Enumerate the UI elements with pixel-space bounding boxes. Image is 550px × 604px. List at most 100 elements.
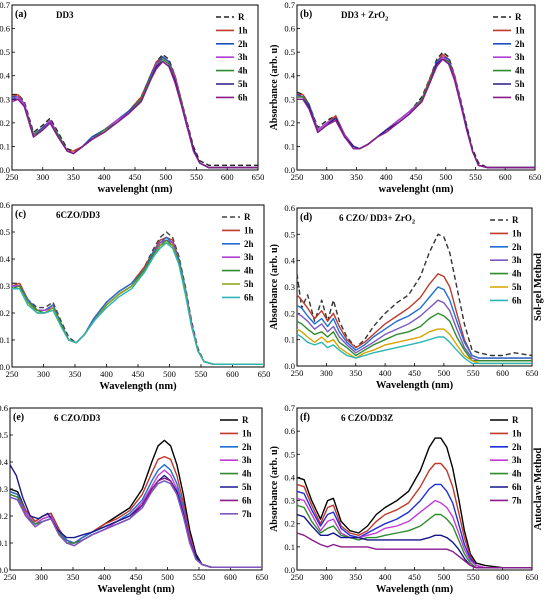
x-tick-label: 650 [529, 172, 542, 182]
legend-label: 2h [242, 442, 252, 452]
series-line-4h [296, 504, 532, 569]
x-tick-label: 250 [6, 172, 19, 182]
x-tick-label: 650 [526, 572, 539, 582]
y-tick-label: 0.1 [284, 141, 295, 151]
y-tick-label: 0.3 [0, 94, 10, 104]
series-line-2h [12, 56, 258, 169]
plot-frame [9, 407, 263, 571]
x-tick-label: 600 [224, 572, 237, 582]
panel-label: (a) [15, 9, 27, 20]
legend-label: 2h [244, 239, 254, 249]
x-tick-label: 400 [98, 172, 111, 182]
x-tick-label: 600 [499, 172, 512, 182]
y-tick-label: 0.1 [284, 335, 295, 345]
series-line-1h [11, 56, 258, 169]
plot-frame [11, 204, 265, 368]
x-tick-label: 450 [132, 369, 145, 379]
series-line-7h [9, 480, 262, 568]
y-tick-label: 0.3 [284, 496, 295, 506]
y-tick-label: 0.6 [284, 24, 295, 34]
legend-label: R [238, 12, 245, 22]
legend-label: 7h [242, 509, 252, 519]
legend-label: 1h [242, 428, 252, 438]
panel-label: (b) [300, 9, 312, 20]
series-line-2h [9, 464, 262, 568]
y-tick-label: 0.4 [0, 254, 11, 264]
legend-label: 4h [512, 469, 522, 479]
y-tick-label: 0.3 [0, 484, 8, 494]
x-axis-label: wavelenght (nm) [98, 184, 173, 195]
panel-title: 6 CZO/DD3 [54, 413, 101, 423]
series-line-6h [12, 242, 264, 365]
x-tick-label: 600 [496, 572, 509, 582]
series-line-6h [296, 513, 532, 569]
series-line-3h [9, 469, 262, 568]
y-tick-label: 0.0 [284, 565, 295, 575]
x-tick-label: 350 [67, 572, 80, 582]
y-tick-label: 0.1 [0, 141, 10, 151]
x-tick-label: 500 [161, 572, 174, 582]
series-line-3h [11, 58, 258, 169]
y-tick-label: 0.5 [284, 449, 295, 459]
legend-label: R [515, 12, 522, 22]
y-tick-label: 0.2 [284, 308, 295, 318]
legend-label: 4h [515, 66, 525, 76]
x-tick-label: 650 [252, 172, 265, 182]
y-tick-label: 0.0 [0, 362, 10, 372]
x-tick-label: 400 [100, 369, 113, 379]
chart-panel-f: 250 300 350 400 450 500 550 600 650 0.0 0.1 0.2 0.3 0… [269, 403, 544, 595]
series-line-3h [296, 299, 532, 362]
x-tick-label: 450 [410, 172, 423, 182]
panel-title: 6 CZO/ DD3+ ZrO2 [339, 213, 415, 226]
series-line-4h [9, 480, 262, 568]
x-tick-label: 450 [129, 172, 142, 182]
y-tick-label: 0.7 [0, 0, 10, 10]
x-tick-label: 650 [526, 368, 539, 378]
legend-label: 3h [512, 255, 522, 265]
y-tick-label: 0.2 [284, 118, 295, 128]
x-tick-label: 250 [4, 572, 17, 582]
x-tick-label: 500 [163, 369, 176, 379]
y-tick-label: 0.6 [284, 203, 295, 213]
x-tick-label: 300 [36, 172, 49, 182]
series-line-7h [296, 532, 532, 569]
x-tick-label: 550 [190, 172, 203, 182]
panel-title: DD3 + ZrO2 [341, 10, 388, 23]
y-tick-label: 0.5 [0, 430, 8, 440]
legend-label: 1h [238, 25, 248, 35]
series-line-6h [296, 333, 532, 365]
series-line-2h [296, 483, 532, 569]
legend-label: 3h [515, 52, 525, 62]
x-tick-label: 250 [6, 369, 19, 379]
y-tick-label: 0.3 [0, 281, 10, 291]
legend-label: 6h [512, 295, 522, 305]
x-axis-label: Wavelenght (nm) [97, 584, 175, 595]
series-line-6h [297, 58, 535, 169]
legend-label: 5h [242, 482, 252, 492]
x-tick-label: 350 [350, 172, 363, 182]
legend-label: 5h [515, 79, 525, 89]
series-line-4h [296, 312, 532, 362]
series-line-1h [297, 53, 535, 169]
x-tick-label: 600 [221, 172, 234, 182]
x-tick-label: 450 [408, 368, 421, 378]
y-tick-label: 0.0 [284, 361, 295, 371]
legend-label: 6h [242, 495, 252, 505]
y-axis-label: Absorbance (arb. u) [269, 244, 280, 330]
x-tick-label: 400 [379, 368, 392, 378]
y-tick-label: 0.4 [0, 71, 11, 81]
y-tick-label: 0.6 [284, 426, 295, 436]
legend-label: 1h [244, 225, 254, 235]
y-axis-label: Absorbance (arb. u) [269, 45, 280, 131]
x-tick-label: 300 [35, 572, 48, 582]
x-tick-label: 250 [291, 172, 304, 182]
x-tick-label: 400 [98, 572, 111, 582]
chart-panel-e: 250 300 350 400 450 500 550 600 650 0.0 0.1 0.2 0.3 0… [0, 403, 268, 595]
series-line-3h [12, 239, 264, 365]
legend-label: 2h [512, 242, 522, 252]
x-tick-label: 500 [159, 172, 172, 182]
legend-label: 4h [242, 469, 252, 479]
x-tick-label: 550 [467, 572, 480, 582]
x-tick-label: 350 [69, 369, 82, 379]
